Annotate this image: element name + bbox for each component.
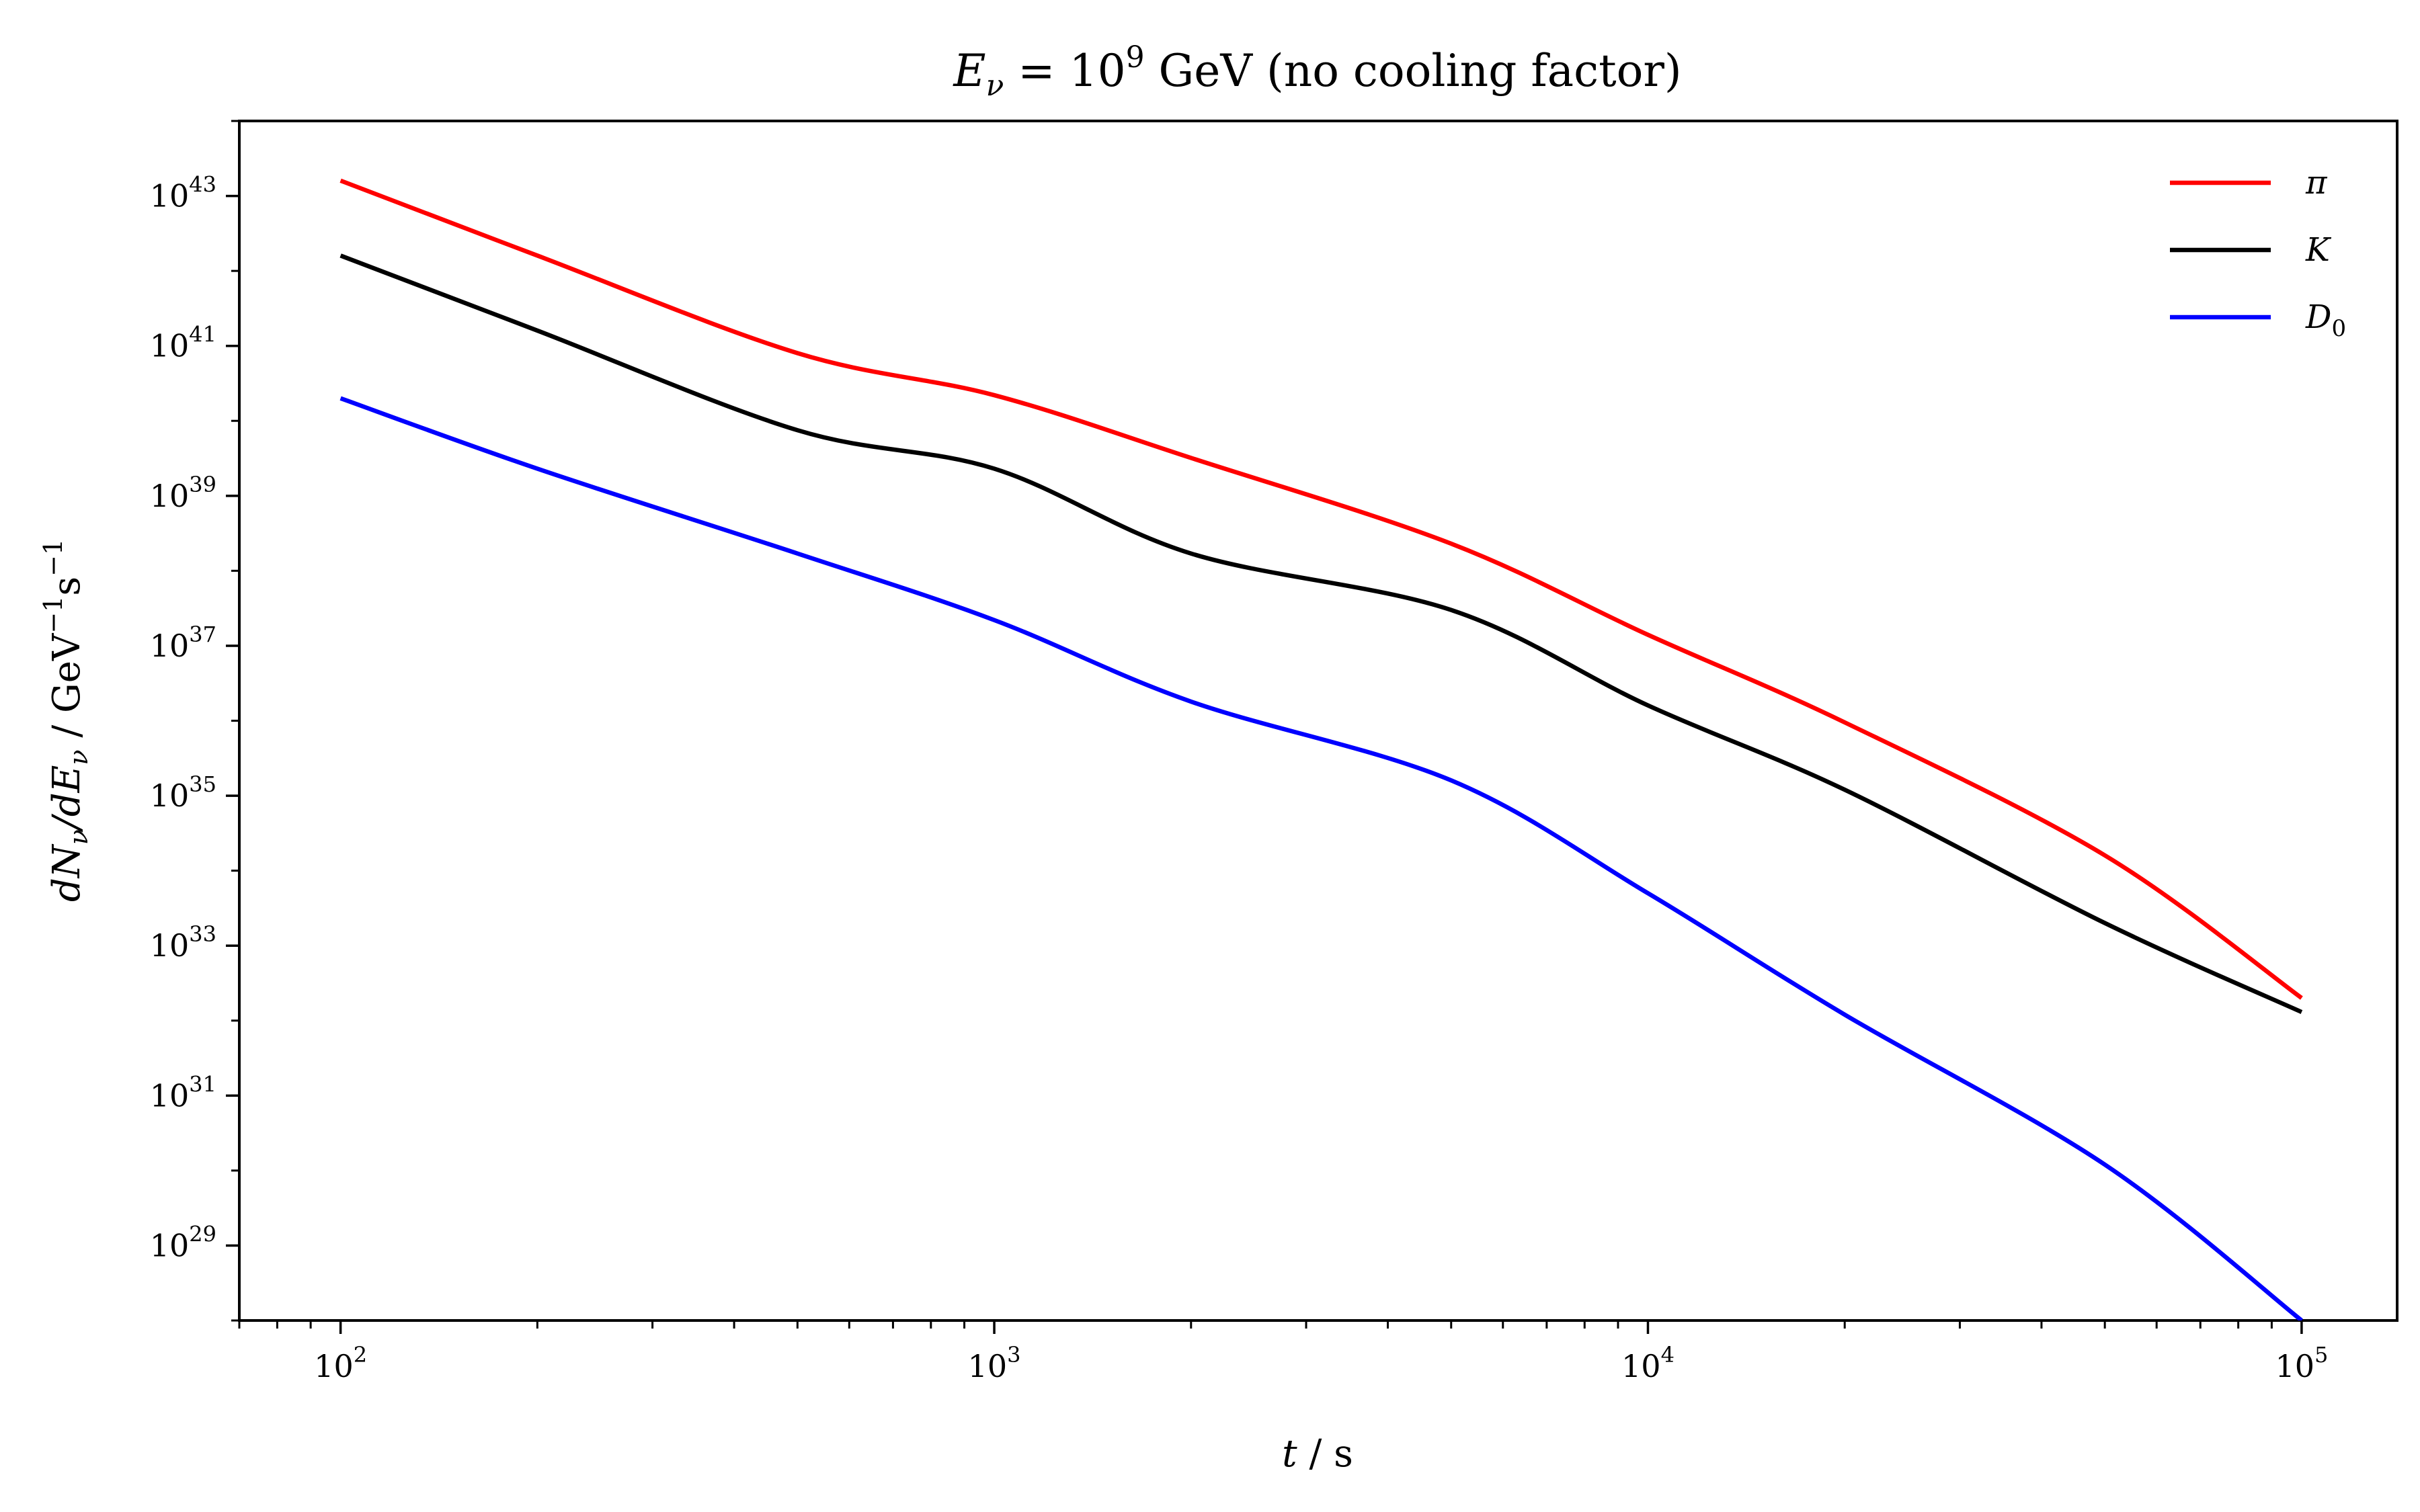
x-tick-label: 103: [968, 1342, 1021, 1384]
legend-label: D0: [2305, 298, 2346, 342]
legend-label: π: [2305, 164, 2328, 202]
y-axis-label: dNν/dEν / GeV−1s−1: [38, 539, 93, 902]
x-axis-ticks: 102 103 104 105: [238, 1320, 2328, 1384]
x-tick-label: 104: [1621, 1342, 1675, 1384]
x-axis-label: t / s: [1282, 1432, 1353, 1476]
y-axis-ticks: 1029 1031 1033 1035 1037 1039 1041 1043: [150, 120, 239, 1322]
y-tick-label: 1031: [150, 1071, 216, 1114]
y-tick-label: 1035: [150, 771, 216, 814]
y-tick-label: 1041: [150, 322, 216, 364]
series-lines: [339, 178, 2303, 1320]
series-line-d0: [339, 396, 2303, 1320]
series-line-pi: [339, 178, 2303, 1000]
legend-label: K: [2305, 231, 2332, 269]
y-tick-label: 1037: [150, 622, 216, 664]
x-tick-label: 105: [2275, 1342, 2328, 1384]
y-tick-label: 1033: [150, 921, 216, 964]
legend: πK D0: [2170, 164, 2346, 342]
series-line-k: [339, 253, 2303, 1015]
y-tick-label: 1039: [150, 472, 216, 514]
y-tick-label: 1043: [150, 172, 216, 214]
x-tick-label: 102: [314, 1342, 367, 1384]
chart-title: Eν = 109 GeV (no cooling factor): [953, 40, 1681, 103]
y-tick-label: 1029: [150, 1221, 216, 1263]
